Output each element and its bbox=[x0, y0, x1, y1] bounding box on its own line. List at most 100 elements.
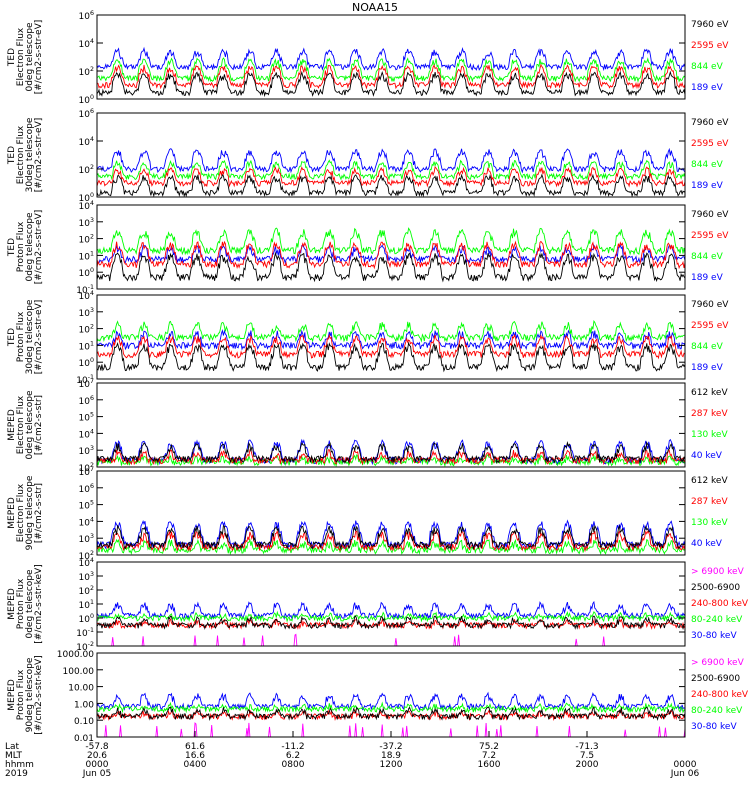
legend-entry: 7960 eV bbox=[691, 20, 729, 30]
x-tick-label: 61.6 bbox=[185, 742, 205, 752]
x-tick-label: Jun 06 bbox=[670, 769, 700, 779]
series-trace bbox=[96, 173, 686, 198]
legend-entry: 189 eV bbox=[691, 83, 724, 93]
y-tick-label: 104 bbox=[79, 38, 94, 50]
legend-entry: 844 eV bbox=[691, 62, 724, 72]
y-axis-title: Electron Flux bbox=[16, 395, 26, 454]
series-trace bbox=[96, 449, 686, 466]
series-trace bbox=[96, 341, 686, 373]
legend-entry: 844 eV bbox=[691, 342, 724, 352]
x-tick-label: 16.6 bbox=[185, 751, 205, 761]
y-tick-label: 101 bbox=[79, 250, 94, 262]
y-axis-title: [#/cm2-s-str-eV] bbox=[34, 20, 44, 95]
chart-title: NOAA15 bbox=[352, 1, 398, 14]
x-tick-label: 1200 bbox=[380, 760, 403, 770]
y-axis-title: Proton Flux bbox=[16, 221, 26, 272]
y-axis-title: [#/cm2-s-str-keV] bbox=[34, 655, 44, 734]
legend-entry: 80-240 keV bbox=[691, 706, 743, 716]
y-axis-title: [#/cm2-s-str] bbox=[34, 483, 44, 543]
y-tick-label: 100 bbox=[79, 613, 94, 625]
legend-entry: > 6900 keV bbox=[691, 567, 745, 577]
legend-entry: 80-240 keV bbox=[691, 615, 743, 625]
panel-frame bbox=[96, 204, 686, 290]
legend-entry: 844 eV bbox=[691, 160, 724, 170]
x-row-label: MLT bbox=[5, 751, 23, 761]
legend-entry: 2595 eV bbox=[691, 321, 729, 331]
x-row-label: 2019 bbox=[5, 769, 28, 779]
series-trace bbox=[96, 70, 686, 98]
legend-entry: 2500-6900 bbox=[691, 674, 740, 684]
legend-entry: 30-80 keV bbox=[691, 631, 737, 641]
y-tick-label: 10-1 bbox=[76, 627, 94, 639]
y-tick-label: 10-1 bbox=[76, 284, 94, 296]
series-trace bbox=[96, 227, 686, 256]
legend-entry: 189 eV bbox=[691, 181, 724, 191]
y-tick-label: 100 bbox=[79, 94, 94, 106]
panel-frame bbox=[96, 652, 686, 738]
y-tick-label: 10-1 bbox=[76, 374, 94, 386]
x-tick-label: 2000 bbox=[576, 760, 599, 770]
x-tick-label: -37.2 bbox=[379, 742, 402, 752]
series-trace bbox=[96, 610, 686, 623]
y-tick-label: 104 bbox=[79, 428, 94, 440]
y-tick-label: 103 bbox=[79, 445, 94, 457]
series-trace bbox=[96, 615, 685, 630]
panel-frame bbox=[96, 112, 686, 198]
legend-entry: 189 eV bbox=[691, 273, 724, 283]
series-trace bbox=[96, 701, 686, 714]
series-trace bbox=[96, 251, 686, 283]
legend-entry: 612 keV bbox=[691, 388, 728, 398]
series-trace bbox=[97, 633, 685, 647]
series-trace bbox=[96, 57, 686, 83]
y-tick-label: 0.10 bbox=[74, 717, 94, 727]
x-tick-label: Jun 05 bbox=[82, 769, 111, 779]
y-axis-title: Proton Flux bbox=[16, 311, 26, 362]
panel-5: 102 103 104 105 106 107 MEPED Electron Flux 0deg… bbox=[7, 378, 728, 474]
series-trace bbox=[96, 159, 686, 181]
x-row-label: hhmm bbox=[5, 760, 34, 770]
y-tick-label: 104 bbox=[79, 290, 94, 302]
panel-4: 10-1 100 101 102 103 104 TED Proton Flux 30deg t… bbox=[7, 290, 729, 386]
legend-entry: 2500-6900 bbox=[691, 583, 740, 593]
y-tick-label: 102 bbox=[79, 585, 94, 597]
legend-entry: 240-800 keV bbox=[691, 599, 749, 609]
series-trace bbox=[96, 600, 686, 621]
x-tick-label: -71.3 bbox=[575, 742, 598, 752]
x-tick-label: 7.5 bbox=[580, 751, 594, 761]
legend-entry: 287 keV bbox=[691, 409, 728, 419]
y-tick-label: 0.01 bbox=[74, 734, 94, 744]
y-axis-title: 30deg telescope bbox=[25, 117, 35, 192]
panel-8: 0.01 0.10 1.00 10.00 100.00 1000.00 MEPED Proto… bbox=[7, 650, 749, 744]
y-axis-title: [#/cm2-s-str-eV] bbox=[34, 210, 44, 285]
y-tick-label: 105 bbox=[79, 412, 94, 424]
x-tick-label: 0000 bbox=[86, 760, 109, 770]
y-axis-title: TED bbox=[7, 48, 17, 67]
x-tick-label: 7.2 bbox=[482, 751, 496, 761]
legend-entry: 40 keV bbox=[691, 539, 723, 549]
legend-entry: > 6900 keV bbox=[691, 658, 745, 668]
y-axis-title: 30deg telescope bbox=[25, 299, 35, 374]
legend-entry: 189 eV bbox=[691, 363, 724, 373]
y-tick-label: 103 bbox=[79, 217, 94, 229]
y-tick-label: 104 bbox=[79, 516, 94, 528]
x-row-label: Lat bbox=[5, 742, 20, 752]
panel-frame bbox=[96, 294, 686, 380]
y-tick-label: 104 bbox=[79, 136, 94, 148]
series-trace bbox=[96, 708, 686, 722]
series-trace bbox=[97, 244, 686, 265]
series-trace bbox=[96, 333, 686, 360]
series-trace bbox=[96, 519, 686, 551]
legend-entry: 2595 eV bbox=[691, 231, 729, 241]
series-trace bbox=[96, 320, 686, 343]
y-axis-title: TED bbox=[7, 328, 17, 347]
y-tick-label: 10-2 bbox=[76, 641, 94, 653]
legend-entry: 40 keV bbox=[691, 451, 723, 461]
series-trace bbox=[96, 529, 686, 553]
y-tick-label: 102 bbox=[79, 234, 94, 246]
y-tick-label: 105 bbox=[79, 500, 94, 512]
panel-1: 100 102 104 106 TED Electron Flux 0deg telesco… bbox=[7, 10, 729, 106]
legend-entry: 30-80 keV bbox=[691, 722, 737, 732]
